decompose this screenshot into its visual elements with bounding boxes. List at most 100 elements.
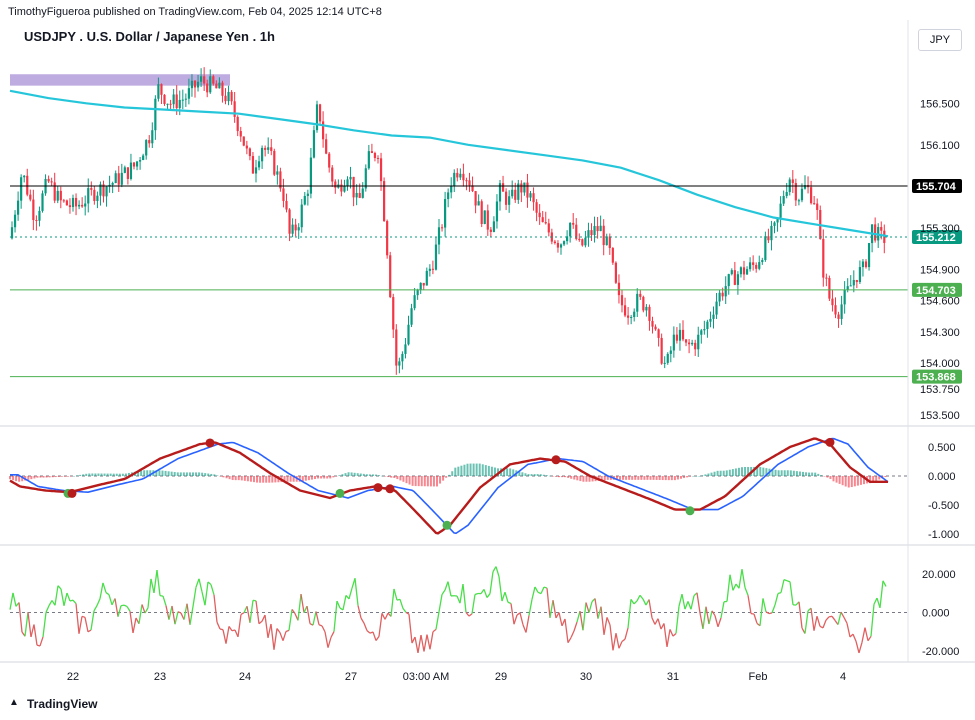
macd-hist-bar-259 bbox=[798, 471, 801, 476]
osc-segment-91 bbox=[282, 631, 287, 641]
macd-hist-bar-90 bbox=[283, 476, 286, 482]
macd-tick-label-2: -0.500 bbox=[928, 500, 959, 512]
candle-body-95 bbox=[300, 204, 303, 228]
level-label-0: 155.704 bbox=[916, 181, 957, 193]
osc-segment-124 bbox=[381, 612, 386, 620]
candle-body-231 bbox=[715, 301, 718, 315]
osc-tick-label-1: 0.000 bbox=[922, 608, 950, 620]
candle-body-274 bbox=[846, 286, 849, 290]
candle-body-174 bbox=[541, 217, 544, 223]
osc-segment-135 bbox=[414, 636, 419, 654]
osc-segment-186 bbox=[567, 637, 572, 644]
candle-body-187 bbox=[581, 239, 584, 246]
candle-body-96 bbox=[303, 195, 306, 205]
macd-hist-bar-66 bbox=[210, 473, 213, 476]
osc-segment-288 bbox=[873, 597, 878, 605]
candle-body-49 bbox=[160, 84, 163, 95]
candle-body-204 bbox=[633, 311, 636, 318]
candle-body-128 bbox=[401, 353, 404, 362]
candle-body-171 bbox=[532, 193, 535, 203]
macd-hist-bar-211 bbox=[652, 476, 655, 480]
macd-hist-bar-30 bbox=[100, 473, 103, 476]
macd-hist-bar-246 bbox=[759, 467, 762, 476]
candle-body-267 bbox=[825, 277, 828, 279]
macd-hist-bar-60 bbox=[192, 472, 194, 476]
osc-segment-8 bbox=[33, 624, 38, 646]
candle-body-146 bbox=[456, 172, 459, 178]
macd-hist-bar-216 bbox=[667, 476, 670, 481]
candle-body-114 bbox=[358, 192, 361, 198]
macd-hist-bar-283 bbox=[872, 476, 875, 482]
osc-segment-41 bbox=[132, 617, 137, 634]
candle-body-184 bbox=[572, 222, 575, 225]
macd-hist-bar-67 bbox=[213, 474, 216, 476]
currency-button[interactable]: JPY bbox=[918, 29, 962, 51]
macd-hist-bar-220 bbox=[680, 476, 682, 479]
macd-hist-bar-162 bbox=[503, 468, 506, 476]
osc-segment-208 bbox=[633, 600, 638, 605]
osc-segment-207 bbox=[630, 598, 635, 605]
macd-hist-bar-75 bbox=[237, 476, 240, 481]
candle-body-167 bbox=[520, 183, 523, 193]
osc-segment-115 bbox=[354, 578, 359, 606]
osc-segment-116 bbox=[357, 605, 362, 619]
macd-hist-bar-99 bbox=[310, 476, 313, 480]
price-tick-label-7: 153.750 bbox=[920, 384, 960, 396]
osc-segment-88 bbox=[273, 628, 278, 650]
macd-hist-bar-201 bbox=[622, 476, 625, 480]
osc-segment-119 bbox=[366, 630, 371, 634]
osc-segment-0 bbox=[9, 592, 14, 610]
candle-body-120 bbox=[376, 157, 380, 159]
osc-segment-118 bbox=[363, 622, 368, 631]
macd-hist-bar-116 bbox=[362, 473, 365, 476]
candle-body-260 bbox=[803, 185, 807, 189]
osc-segment-160 bbox=[489, 571, 494, 594]
osc-segment-89 bbox=[276, 628, 281, 634]
osc-segment-64 bbox=[201, 591, 206, 606]
osc-segment-187 bbox=[570, 630, 575, 638]
macd-hist-bar-6 bbox=[27, 476, 30, 480]
candle-body-50 bbox=[163, 94, 166, 104]
candle-body-180 bbox=[559, 244, 563, 248]
macd-hist-bar-257 bbox=[792, 470, 795, 476]
osc-segment-167 bbox=[510, 603, 515, 625]
osc-segment-68 bbox=[213, 594, 218, 623]
macd-hist-bar-133 bbox=[414, 476, 417, 487]
candle-body-276 bbox=[852, 279, 855, 286]
macd-hist-bar-217 bbox=[670, 476, 673, 481]
osc-segment-269 bbox=[816, 616, 821, 627]
osc-segment-198 bbox=[603, 617, 608, 635]
candle-body-195 bbox=[605, 236, 608, 246]
macd-hist-bar-42 bbox=[137, 471, 140, 476]
macd-hist-bar-195 bbox=[603, 476, 606, 481]
osc-segment-233 bbox=[708, 610, 713, 625]
candle-body-10 bbox=[41, 193, 44, 211]
candle-body-271 bbox=[837, 314, 840, 319]
osc-segment-245 bbox=[744, 587, 749, 596]
candle-body-16 bbox=[59, 190, 62, 201]
candle-body-116 bbox=[364, 168, 367, 189]
osc-segment-291 bbox=[882, 580, 887, 587]
candle-body-194 bbox=[602, 225, 605, 246]
candle-body-79 bbox=[251, 156, 255, 174]
osc-segment-138 bbox=[423, 634, 428, 652]
macd-hist-bar-95 bbox=[298, 476, 301, 482]
osc-segment-287 bbox=[870, 604, 875, 637]
candle-body-5 bbox=[26, 175, 29, 195]
candle-body-62 bbox=[200, 76, 203, 82]
symbol-title: USDJPY . U.S. Dollar / Japanese Yen . 1h bbox=[24, 29, 275, 44]
osc-segment-180 bbox=[549, 600, 554, 618]
candle-body-61 bbox=[196, 81, 200, 88]
osc-segment-94 bbox=[291, 609, 296, 614]
macd-hist-bar-37 bbox=[121, 473, 124, 476]
candle-body-35 bbox=[117, 173, 120, 185]
macd-hist-bar-71 bbox=[225, 476, 228, 479]
macd-hist-bar-24 bbox=[82, 474, 85, 476]
macd-hist-bar-189 bbox=[585, 476, 588, 482]
candle-body-218 bbox=[675, 334, 678, 341]
osc-segment-226 bbox=[687, 601, 692, 610]
macd-hist-bar-245 bbox=[756, 466, 759, 476]
macd-hist-bar-148 bbox=[460, 465, 463, 476]
candle-body-6 bbox=[29, 194, 32, 200]
